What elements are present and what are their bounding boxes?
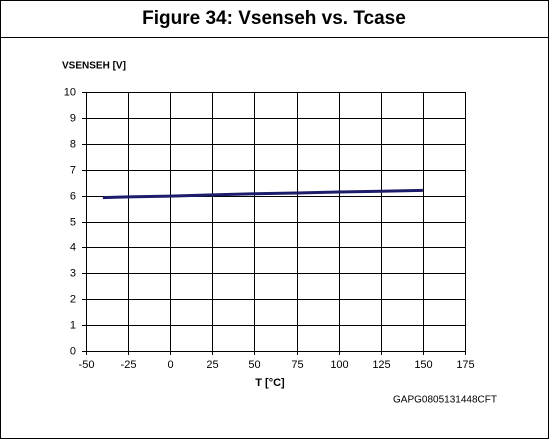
y-axis-label: VSENSEH [V] bbox=[62, 61, 126, 72]
y-tick-label: 7 bbox=[70, 164, 76, 176]
y-tick-label: 6 bbox=[70, 190, 76, 202]
y-tick-label: 9 bbox=[70, 112, 76, 124]
x-tick-label: 150 bbox=[414, 359, 432, 371]
y-tick-label: 10 bbox=[64, 86, 76, 98]
y-tick-label: 8 bbox=[70, 138, 76, 150]
chart-title: Figure 34: Vsenseh vs. Tcase bbox=[142, 8, 406, 29]
y-tick-label: 5 bbox=[70, 216, 76, 228]
y-tick-label: 4 bbox=[70, 241, 76, 253]
y-tick-label: 0 bbox=[70, 345, 76, 357]
data-line bbox=[102, 188, 423, 200]
y-tick-label: 1 bbox=[70, 319, 76, 331]
x-tick-label: 175 bbox=[456, 359, 474, 371]
figure-code: GAPG0805131448CFT bbox=[393, 395, 497, 406]
x-tick-label: 50 bbox=[248, 359, 260, 371]
x-tick-label: -25 bbox=[121, 359, 137, 371]
x-tick-label: -50 bbox=[79, 359, 95, 371]
x-tick-label: 125 bbox=[372, 359, 390, 371]
x-tick-label: 100 bbox=[330, 359, 348, 371]
y-tick-label: 2 bbox=[70, 293, 76, 305]
x-tick-label: 75 bbox=[291, 359, 303, 371]
y-tick-label: 3 bbox=[70, 267, 76, 279]
x-axis-label: T [°C] bbox=[255, 377, 285, 389]
x-tick-label: 25 bbox=[206, 359, 218, 371]
x-tick-label: 0 bbox=[167, 359, 173, 371]
